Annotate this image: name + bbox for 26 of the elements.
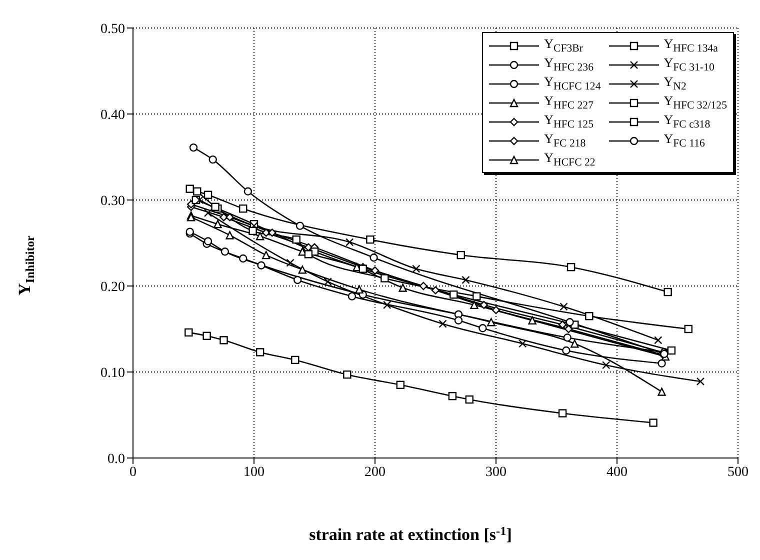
y-tick-label: 0.10	[100, 366, 125, 381]
legend-label: Y$_{HCFC 124}$	[544, 74, 601, 93]
y-tick-label: 0.50	[100, 22, 125, 37]
legend-label: Y$_{HFC 236}$	[544, 55, 594, 74]
legend-label: Y$_{FC 116}$	[664, 131, 705, 150]
y-tick-label: 0.0	[108, 452, 125, 467]
legend-label: Y$_{HFC 125}$	[544, 112, 594, 131]
legend-label: Y$_{FC c318}$	[664, 112, 710, 131]
x-tick-label: 0	[130, 464, 136, 480]
legend-label: Y$_{HFC 32/125}$	[664, 93, 727, 112]
y-tick-label: 0.20	[100, 280, 125, 295]
legend-label: Y$_{HFC 134a}$	[664, 36, 718, 55]
x-axis-title: strain rate at extinction [s$^{-1}$]	[309, 524, 512, 544]
legend-label: Y$_{HCFC 22}$	[544, 150, 596, 169]
legend-label: Y$_{FC 218}$	[544, 131, 586, 150]
legend-label: Y$_{CF3Br}$	[544, 36, 583, 55]
legend-label: Y$_{HFC 227}$	[544, 93, 594, 112]
x-tick-label: 100	[244, 464, 264, 480]
x-tick-label: 500	[728, 464, 748, 480]
y-tick-label: 0.40	[100, 108, 125, 123]
x-tick-label: 300	[486, 464, 506, 480]
legend-label: Y$_{N2}$	[664, 74, 686, 93]
legend-label: Y$_{FC 31-10}$	[664, 55, 714, 74]
x-tick-label: 400	[606, 464, 628, 480]
x-tick-label: 200	[364, 464, 386, 480]
y-tick-label: 0.30	[100, 194, 125, 209]
